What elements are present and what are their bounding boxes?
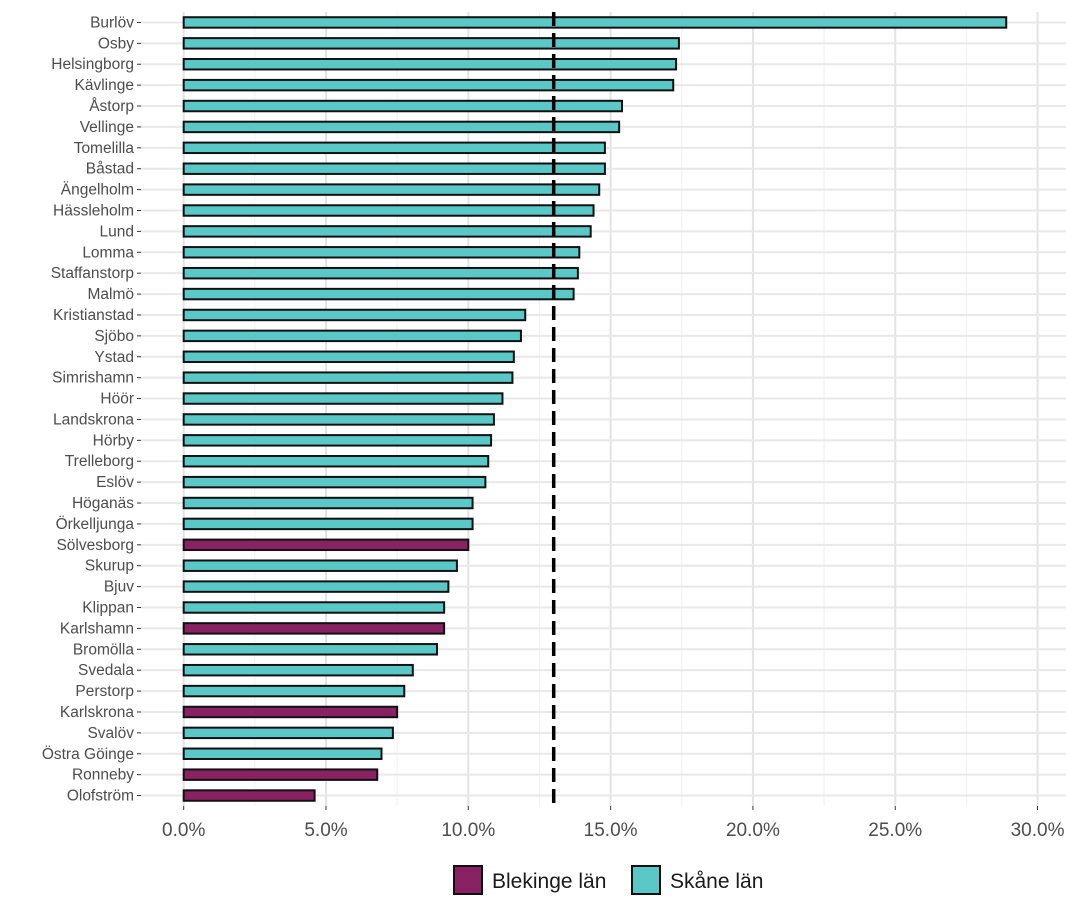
- category-label: Kävlinge: [75, 77, 134, 94]
- category-label: Landskrona: [53, 411, 134, 428]
- category-labels: Burlöv Osby Helsingborg Kävlinge Åstorp Velli…: [42, 14, 141, 805]
- bar: [182, 183, 601, 196]
- category-label: Vellinge: [80, 119, 134, 136]
- category-label: Karlskrona: [60, 704, 134, 721]
- category-label: Olofström: [67, 788, 134, 805]
- bar: [182, 37, 680, 50]
- bar: [182, 413, 495, 426]
- bar: [182, 141, 606, 155]
- bar: [182, 16, 1008, 29]
- bar: [182, 580, 450, 593]
- category-label: Staffanstorp: [51, 265, 134, 282]
- legend-swatch: [453, 865, 483, 895]
- category-label: Hörby: [93, 432, 135, 449]
- category-label: Simrishamn: [52, 370, 134, 387]
- bar: [182, 350, 515, 363]
- category-label: Perstorp: [75, 683, 134, 700]
- category-label: Höganäs: [72, 495, 134, 512]
- category-label: Kristianstad: [53, 307, 134, 324]
- category-label: Eslöv: [96, 474, 134, 491]
- bar: [182, 392, 504, 405]
- bar: [182, 120, 621, 134]
- bar: [182, 58, 678, 71]
- category-label: Osby: [98, 35, 134, 52]
- category-label: Ronneby: [72, 767, 134, 784]
- legend-label: Skåne län: [670, 870, 763, 893]
- legend-swatch: [631, 865, 661, 895]
- bar: [182, 246, 581, 259]
- bar: [182, 517, 474, 531]
- category-label: Karlshamn: [60, 620, 134, 637]
- x-tick-label: 15.0%: [584, 820, 638, 841]
- bar: [182, 162, 606, 175]
- category-label: Örkelljunga: [56, 515, 135, 533]
- x-tick-labels: 0.0% 5.0% 10.0% 15.0% 20.0% 25.0% 30.0%: [162, 806, 1065, 841]
- category-label: Åstorp: [89, 98, 134, 115]
- bar: [182, 789, 316, 802]
- bar: [182, 496, 474, 510]
- bar: [182, 559, 458, 572]
- category-label: Trelleborg: [65, 453, 134, 470]
- bar: [182, 371, 514, 384]
- category-label: Lomma: [82, 244, 134, 261]
- category-label: Malmö: [87, 286, 134, 303]
- legend-label: Blekinge län: [492, 870, 606, 893]
- bar: [182, 308, 527, 322]
- bars: [182, 16, 1008, 802]
- bar: [182, 747, 383, 760]
- category-label: Bjuv: [104, 579, 134, 596]
- bar: [182, 329, 522, 343]
- category-label: Hässleholm: [53, 203, 134, 220]
- bar: [182, 684, 406, 698]
- x-tick-label: 10.0%: [441, 820, 495, 841]
- x-tick-label: 30.0%: [1011, 820, 1065, 841]
- category-label: Helsingborg: [51, 56, 134, 73]
- bar: [182, 622, 446, 635]
- category-label: Svedala: [78, 662, 134, 679]
- bar: [182, 78, 675, 92]
- category-label: Båstad: [86, 161, 134, 178]
- bar: [182, 705, 399, 719]
- bar: [182, 455, 490, 468]
- category-label: Ystad: [94, 349, 134, 366]
- category-label: Svalöv: [87, 725, 134, 742]
- bar: [182, 99, 623, 113]
- category-label: Bromölla: [73, 641, 135, 658]
- bar: [182, 601, 446, 614]
- bar: [182, 768, 379, 781]
- bar: [182, 475, 487, 489]
- category-label: Höör: [100, 391, 134, 408]
- x-tick-label: 25.0%: [868, 820, 922, 841]
- x-tick-label: 0.0%: [162, 820, 205, 841]
- category-label: Lund: [100, 223, 134, 240]
- category-label: Sölvesborg: [56, 537, 134, 554]
- bar: [182, 434, 493, 447]
- bar: [182, 204, 595, 217]
- bar: [182, 663, 414, 677]
- bar: [182, 643, 438, 656]
- bar: [182, 538, 470, 552]
- bar: [182, 266, 579, 280]
- bar: [182, 287, 575, 301]
- x-tick-label: 20.0%: [726, 820, 780, 841]
- category-label: Östra Göinge: [42, 745, 134, 763]
- category-label: Skurup: [85, 558, 134, 575]
- category-label: Ängelholm: [61, 182, 134, 199]
- category-label: Tomelilla: [74, 140, 135, 157]
- category-label: Klippan: [82, 600, 134, 617]
- category-label: Burlöv: [90, 14, 134, 31]
- legend: Blekinge län Skåne län: [453, 865, 763, 895]
- bar: [182, 726, 394, 740]
- bar: [182, 225, 592, 238]
- category-label: Sjöbo: [94, 328, 134, 345]
- x-tick-label: 5.0%: [304, 820, 347, 841]
